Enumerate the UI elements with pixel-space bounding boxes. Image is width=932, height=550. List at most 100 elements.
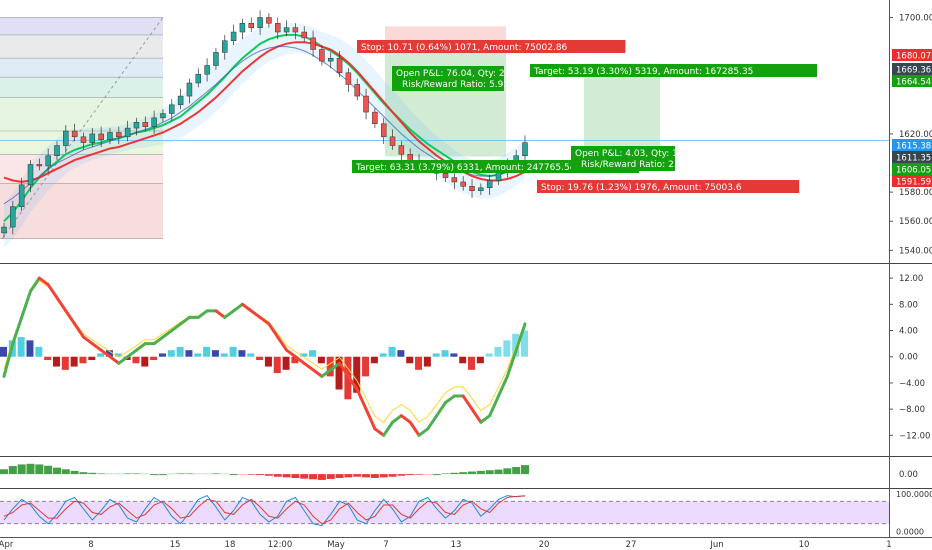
momentum-pane[interactable] bbox=[0, 276, 528, 437]
long-stop-label: Stop: 19.76 (1.23%) 1976, Amount: 75003.… bbox=[537, 180, 800, 193]
candle-body bbox=[266, 17, 272, 24]
stochastic-pane[interactable] bbox=[0, 494, 889, 527]
fib-band bbox=[0, 58, 163, 78]
volume-oscillator-bar bbox=[503, 468, 512, 475]
momentum-line-segment bbox=[108, 355, 121, 365]
candle bbox=[522, 135, 528, 164]
candle bbox=[80, 132, 87, 150]
price-tick-label: 1540.00 bbox=[899, 246, 932, 256]
momentum-histogram-bar bbox=[309, 350, 317, 357]
momentum-line-segment bbox=[28, 276, 41, 293]
volume-oscillator-bar bbox=[211, 473, 220, 475]
momentum-line-segment bbox=[488, 394, 501, 418]
candle-body bbox=[80, 136, 87, 143]
candle bbox=[301, 26, 307, 43]
candle-body bbox=[460, 181, 466, 187]
price-tag-text: 1669.36 bbox=[896, 66, 931, 76]
volume-oscillator-bar bbox=[291, 474, 300, 478]
momentum-tick-label: −12.00 bbox=[899, 431, 930, 441]
candle bbox=[486, 174, 493, 196]
volume-oscillator-pane[interactable] bbox=[0, 463, 529, 480]
volume-oscillator-bar bbox=[70, 470, 79, 475]
volume-oscillator-bar bbox=[123, 473, 132, 475]
fib-band bbox=[0, 34, 163, 59]
candle bbox=[354, 78, 360, 101]
momentum-histogram-bar bbox=[132, 356, 140, 364]
momentum-histogram-bar bbox=[388, 346, 396, 357]
stochastic-tick-label: 100.0000 bbox=[896, 490, 932, 499]
candle-body bbox=[71, 130, 78, 138]
volume-oscillator-bar bbox=[150, 474, 159, 476]
candle bbox=[310, 30, 316, 57]
candle-body bbox=[54, 145, 60, 156]
momentum-line-segment bbox=[329, 361, 342, 372]
time-tick-label: Jun bbox=[709, 540, 723, 550]
momentum-histogram-bar bbox=[317, 356, 325, 364]
candle-body bbox=[116, 132, 122, 138]
long-target-label-bg bbox=[530, 64, 817, 77]
momentum-line-segment bbox=[408, 420, 421, 437]
momentum-line-segment bbox=[214, 309, 227, 319]
momentum-histogram-bar bbox=[476, 356, 484, 364]
price-tag-bg bbox=[892, 63, 932, 75]
candle bbox=[213, 48, 219, 70]
momentum-histogram-bar bbox=[114, 353, 122, 357]
candle bbox=[54, 141, 60, 161]
volume-oscillator-bar bbox=[406, 474, 415, 476]
momentum-histogram-bar bbox=[17, 337, 25, 357]
momentum-histogram-bar bbox=[238, 350, 246, 357]
momentum-histogram-bar bbox=[167, 350, 175, 357]
long-target-label-text: Target: 53.19 (3.30%) 5319, Amount: 1672… bbox=[533, 67, 753, 77]
momentum-line-segment bbox=[505, 348, 518, 378]
candle-body bbox=[230, 31, 237, 42]
price-tag-text: 1611.35 bbox=[896, 154, 931, 164]
candle bbox=[204, 58, 210, 82]
volume-oscillator-bar bbox=[512, 467, 521, 475]
stochastic-tick-label: 0.0000 bbox=[896, 527, 924, 536]
price-tag-text: 1606.05 bbox=[896, 166, 931, 176]
short-target-label-text: Target: 63.31 (3.79%) 6331, Amount: 2477… bbox=[355, 163, 576, 173]
momentum-line-segment bbox=[338, 361, 350, 378]
candle-body bbox=[363, 95, 369, 113]
momentum-tick-label: 4.00 bbox=[899, 327, 918, 337]
momentum-line-segment bbox=[37, 276, 50, 287]
price-tag: 1591.59 bbox=[892, 175, 932, 188]
momentum-line-segment bbox=[355, 387, 368, 411]
volume-oscillator-bar bbox=[309, 474, 318, 480]
momentum-tick-label: −4.00 bbox=[899, 379, 925, 389]
time-tick-label: 1 bbox=[886, 540, 891, 550]
long-rr-text: Risk/Reward Ratio: 2.69 bbox=[581, 160, 688, 170]
candle bbox=[363, 88, 369, 120]
candle bbox=[1, 222, 7, 238]
price-pane[interactable]: Stop: 10.71 (0.64%) 1071, Amount: 75002.… bbox=[0, 10, 889, 248]
volume-oscillator-bar bbox=[273, 474, 282, 477]
momentum-line-segment bbox=[391, 414, 403, 424]
volume-oscillator-bar bbox=[494, 469, 503, 475]
time-tick-label: May bbox=[327, 540, 345, 550]
candle bbox=[469, 179, 475, 198]
candle-body bbox=[248, 23, 255, 28]
momentum-line-segment bbox=[196, 309, 209, 319]
time-tick-label: 8 bbox=[88, 540, 93, 550]
candle bbox=[222, 34, 228, 60]
candle-body bbox=[18, 184, 25, 207]
candle bbox=[451, 173, 458, 190]
price-tick-label: 1560.00 bbox=[899, 217, 932, 227]
momentum-line-segment bbox=[232, 302, 244, 313]
time-tick-label: 13 bbox=[451, 540, 462, 550]
candle-body bbox=[257, 17, 263, 28]
candle-body bbox=[124, 127, 131, 138]
volume-oscillator-bar bbox=[326, 474, 335, 479]
volume-oscillator-bar bbox=[468, 471, 477, 475]
short-target-label: Target: 63.31 (3.79%) 6331, Amount: 2477… bbox=[352, 160, 639, 173]
momentum-line-segment bbox=[364, 407, 377, 431]
price-tag: 1611.35 bbox=[892, 151, 932, 164]
candle-body bbox=[398, 145, 405, 155]
candle bbox=[239, 18, 246, 40]
volume-oscillator-bar bbox=[0, 469, 8, 475]
candle bbox=[274, 17, 281, 40]
candle bbox=[460, 176, 466, 191]
momentum-line-segment bbox=[276, 335, 289, 352]
